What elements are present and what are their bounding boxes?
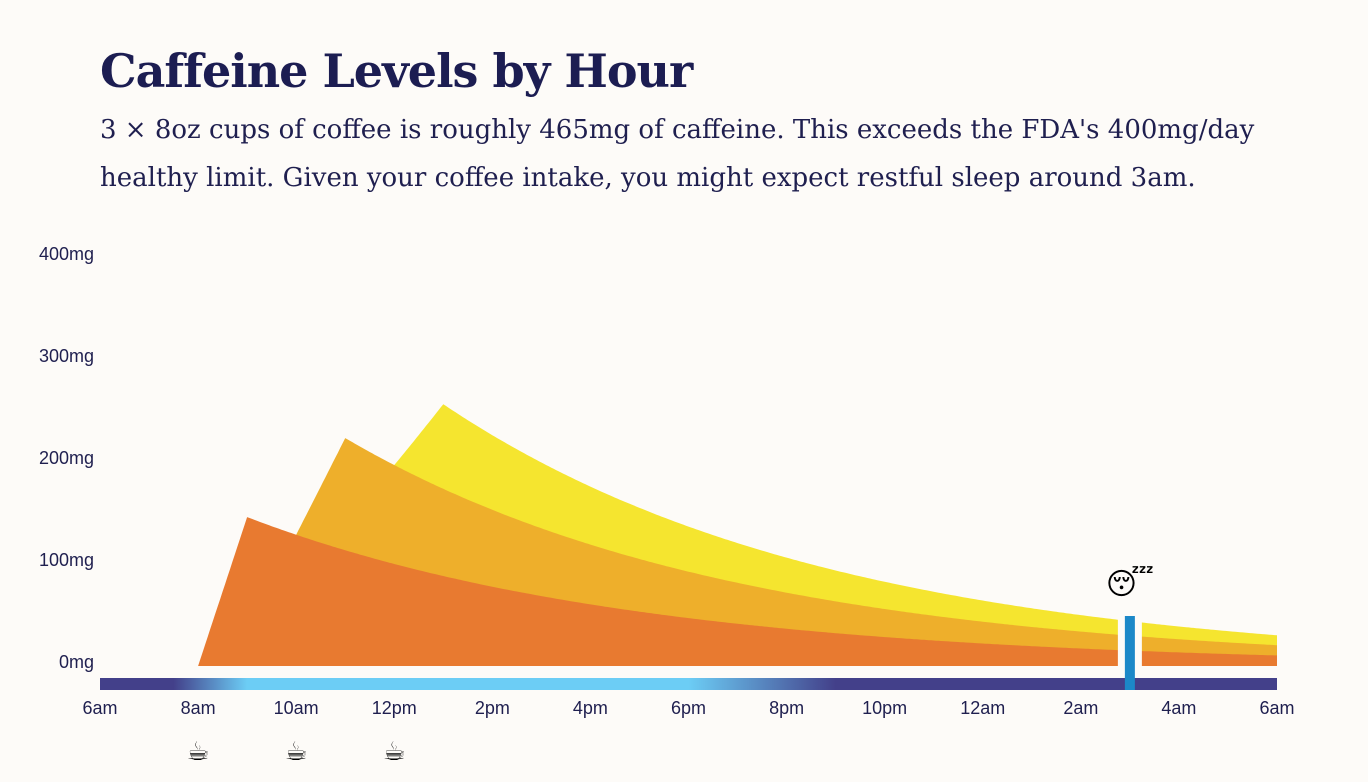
x-tick-label: 4am bbox=[1161, 698, 1196, 718]
x-tick-label: 6am bbox=[1259, 698, 1294, 718]
x-axis: 6am 8am 10am 12pm 2pm 4pm 6pm 8pm 10pm 12am 2am 4am… bbox=[82, 678, 1295, 718]
coffee-cup-icon: ☕ bbox=[285, 737, 308, 767]
x-tick-label: 10am bbox=[274, 698, 319, 718]
caffeine-area-cup-1 bbox=[198, 517, 1278, 666]
x-tick-label: 10pm bbox=[862, 698, 907, 718]
coffee-cups: ☕ ☕ ☕ bbox=[186, 737, 405, 767]
y-tick-label: 300mg bbox=[39, 346, 94, 366]
x-tick-label: 12am bbox=[960, 698, 1005, 718]
chart-areas bbox=[198, 404, 1278, 666]
x-tick-label: 2am bbox=[1063, 698, 1098, 718]
page-subtitle: 3 × 8oz cups of coffee is roughly 465mg … bbox=[100, 115, 1255, 193]
coffee-cup-icon: ☕ bbox=[383, 737, 406, 767]
x-tick-label: 8pm bbox=[769, 698, 804, 718]
y-axis: 400mg 300mg 200mg 100mg 0mg bbox=[39, 244, 94, 672]
y-tick-label: 400mg bbox=[39, 244, 94, 264]
x-tick-label: 2pm bbox=[475, 698, 510, 718]
daylight-bar bbox=[100, 678, 1277, 690]
y-tick-label: 100mg bbox=[39, 550, 94, 570]
y-tick-label: 200mg bbox=[39, 448, 94, 468]
x-tick-label: 6am bbox=[82, 698, 117, 718]
sleeping-face-icon: 😴 bbox=[1106, 566, 1154, 602]
page-title: Caffeine Levels by Hour bbox=[100, 44, 693, 98]
x-tick-label: 12pm bbox=[372, 698, 417, 718]
x-tick-label: 8am bbox=[181, 698, 216, 718]
x-tick-label: 4pm bbox=[573, 698, 608, 718]
coffee-cup-icon: ☕ bbox=[186, 737, 209, 767]
y-tick-label: 0mg bbox=[59, 652, 94, 672]
x-tick-label: 6pm bbox=[671, 698, 706, 718]
sleep-marker: 😴 bbox=[1106, 566, 1154, 690]
sleep-marker-line bbox=[1124, 616, 1135, 690]
